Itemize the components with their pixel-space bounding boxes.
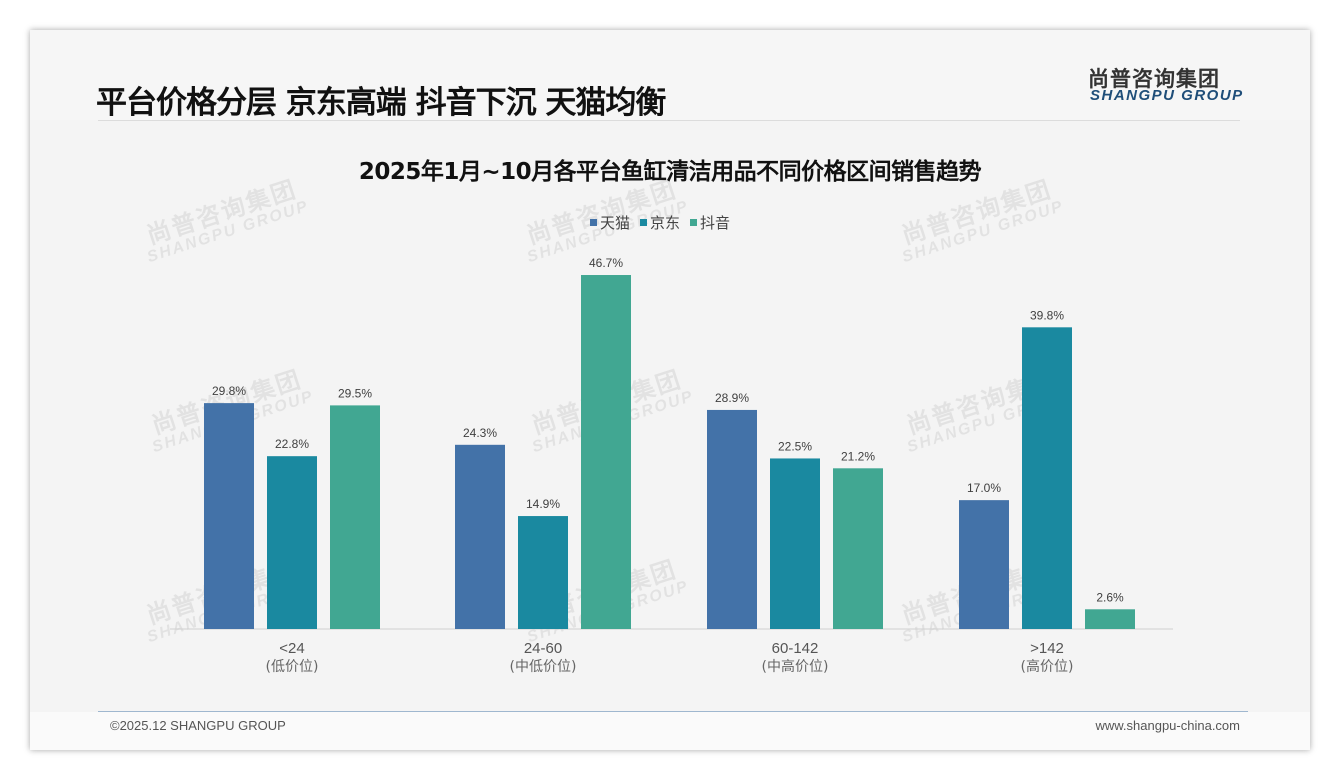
bar-天猫 bbox=[959, 500, 1009, 629]
header bbox=[30, 30, 1310, 120]
legend-item-douyin: 抖音 bbox=[690, 212, 730, 233]
bar-京东 bbox=[1022, 327, 1072, 629]
website-link[interactable]: www.shangpu-china.com bbox=[1095, 718, 1240, 733]
data-label: 17.0% bbox=[967, 481, 1001, 495]
data-label: 24.3% bbox=[463, 426, 497, 440]
x-tick-sublabel: (高价位) bbox=[1021, 658, 1074, 675]
legend-item-jd: 京东 bbox=[640, 212, 680, 233]
bar-天猫 bbox=[455, 444, 505, 629]
x-tick-label: 60-142 bbox=[772, 640, 819, 657]
data-label: 28.9% bbox=[715, 391, 749, 405]
header-divider bbox=[98, 120, 1240, 121]
x-tick-sublabel: (低价位) bbox=[266, 659, 319, 675]
bar-京东 bbox=[267, 456, 317, 629]
chart-title: 2025年1月~10月各平台鱼缸清洁用品不同价格区间销售趋势 bbox=[358, 159, 982, 185]
logo-en: SHANGPU GROUP bbox=[1090, 87, 1244, 104]
copyright: ©2025.12 SHANGPU GROUP bbox=[110, 718, 286, 733]
data-label: 22.5% bbox=[778, 439, 812, 453]
x-tick-label: 24-60 bbox=[524, 640, 562, 657]
bar-抖音 bbox=[330, 405, 380, 629]
page-title: 平台价格分层 京东高端 抖音下沉 天猫均衡 bbox=[96, 85, 666, 121]
logo-cn: 尚普咨询集团 bbox=[1088, 67, 1220, 91]
x-tick-sublabel: (中高价位) bbox=[762, 658, 829, 675]
bar-抖音 bbox=[581, 275, 631, 629]
x-tick-sublabel: (中低价位) bbox=[510, 659, 577, 675]
bar-chart: 29.8% 22.8% 29.5% <24 (低价位) 24.3% 14.9% 46.7% 24… bbox=[170, 256, 1173, 675]
legend-swatch bbox=[640, 219, 648, 226]
legend: 天猫 京东 抖音 bbox=[590, 212, 730, 233]
x-tick-label: <24 bbox=[279, 640, 304, 657]
data-label: 29.5% bbox=[338, 386, 372, 400]
data-label: 46.7% bbox=[589, 256, 623, 270]
bar-天猫 bbox=[204, 403, 254, 629]
legend-label: 抖音 bbox=[700, 214, 731, 232]
legend-label: 天猫 bbox=[600, 214, 631, 232]
bar-抖音 bbox=[1085, 609, 1135, 629]
data-label: 29.8% bbox=[212, 384, 246, 398]
data-label: 22.8% bbox=[275, 437, 309, 451]
bar-京东 bbox=[770, 458, 820, 629]
data-label: 39.8% bbox=[1030, 308, 1064, 322]
bar-京东 bbox=[518, 516, 568, 629]
footer-divider bbox=[98, 711, 1248, 712]
bar-天猫 bbox=[707, 409, 757, 629]
bar-抖音 bbox=[833, 468, 883, 629]
legend-swatch bbox=[590, 219, 597, 226]
slide: 平台价格分层 京东高端 抖音下沉 天猫均衡 尚普咨询集团 SHANGPU GRO… bbox=[30, 30, 1310, 750]
data-label: 2.6% bbox=[1096, 590, 1124, 604]
x-tick-label: >142 bbox=[1030, 640, 1064, 657]
legend-swatch bbox=[690, 219, 698, 226]
legend-label: 京东 bbox=[650, 214, 681, 232]
footer bbox=[30, 712, 1310, 750]
legend-item-tmall: 天猫 bbox=[590, 212, 630, 233]
data-label: 14.9% bbox=[526, 497, 560, 511]
data-label: 21.2% bbox=[841, 449, 875, 463]
